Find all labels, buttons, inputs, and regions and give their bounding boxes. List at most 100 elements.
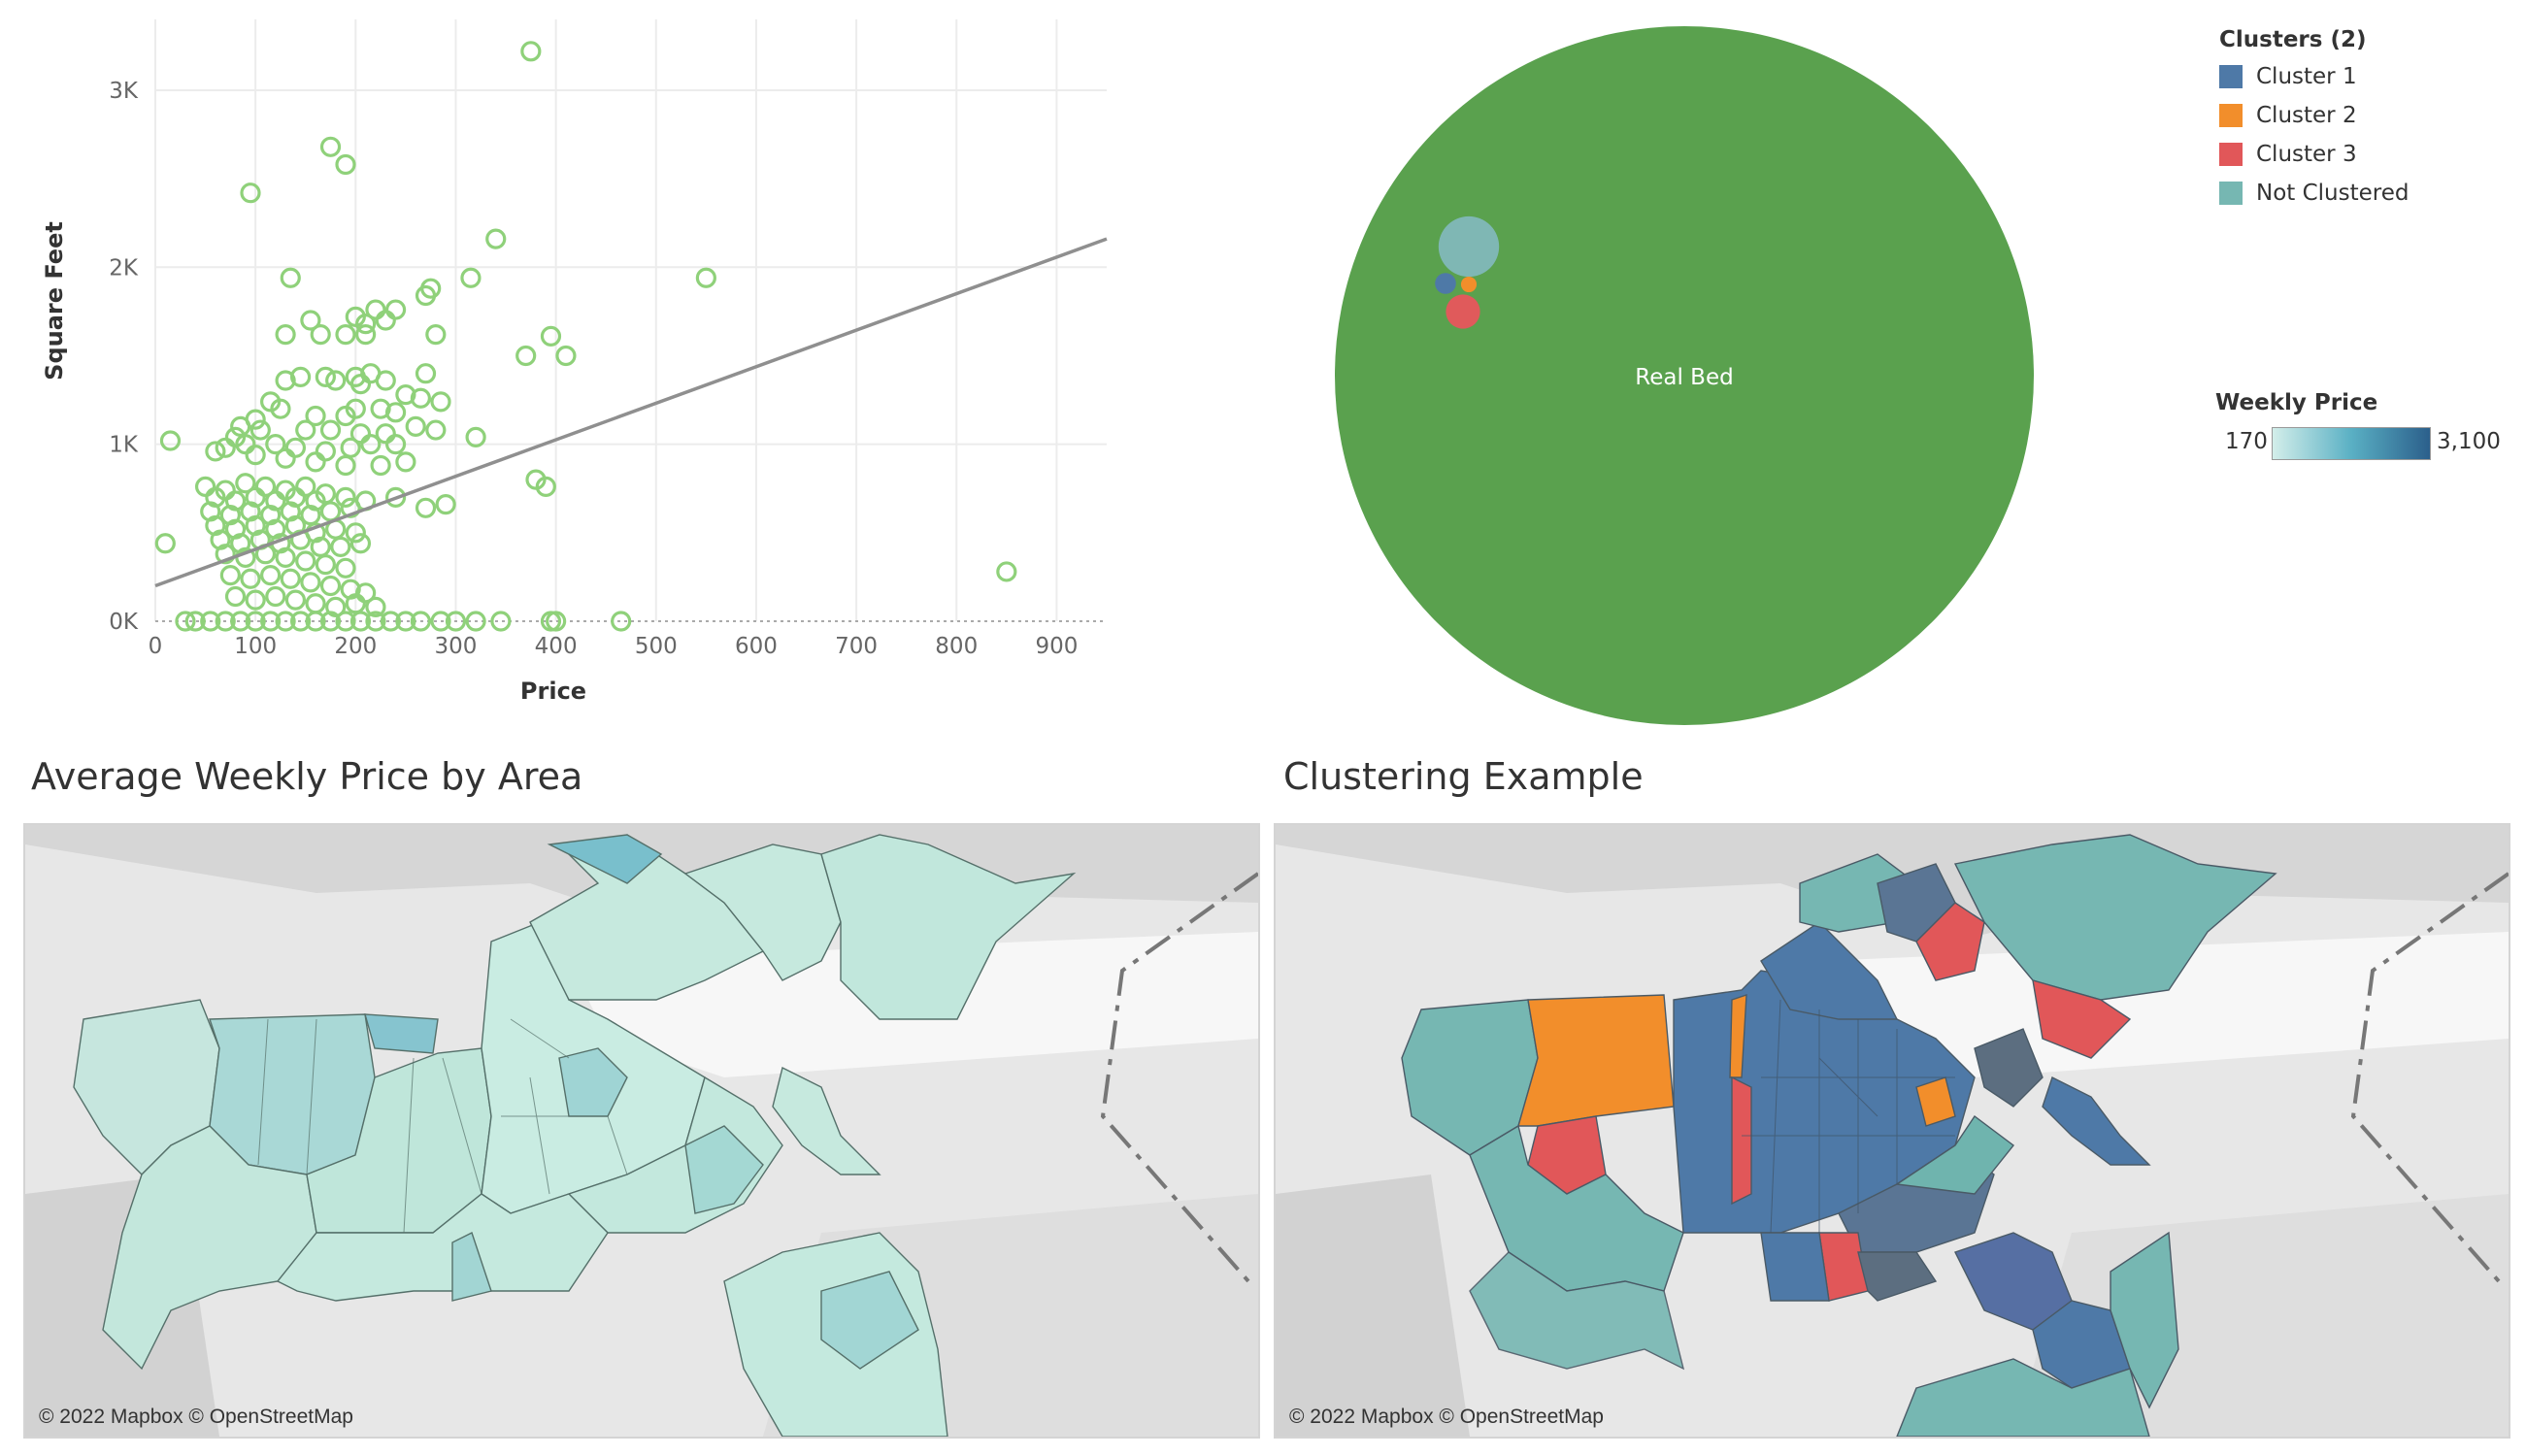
scatter-point — [355, 314, 377, 335]
region-cluster-2-centre[interactable] — [1729, 994, 1747, 1078]
region-north-cluster-3[interactable] — [1915, 902, 1985, 981]
scatter-point — [315, 554, 336, 576]
region-south[interactable] — [276, 1193, 609, 1302]
weekly-price-map[interactable]: © 2022 Mapbox © OpenStreetMap — [23, 823, 1260, 1439]
y-tick-label: 1K — [109, 433, 139, 458]
scatter-point — [349, 533, 372, 554]
region-north-east[interactable] — [820, 834, 1077, 1020]
weekly-price-legend-title: Weekly Price — [2215, 390, 2378, 415]
scatter-point — [230, 415, 251, 438]
scatter-point — [430, 391, 451, 413]
scatter-point — [319, 419, 342, 441]
scatter-point — [305, 611, 326, 632]
region-east-teal[interactable] — [1895, 1114, 2014, 1195]
clusters-legend: Clusters (2) Cluster 1 Cluster 2 Cluster… — [2219, 27, 2510, 221]
scatter-point — [300, 572, 321, 593]
x-tick-label: 600 — [735, 634, 778, 659]
boundary-line — [2350, 872, 2509, 1283]
legend-label: Cluster 3 — [2256, 142, 2357, 167]
clustering-map[interactable]: © 2022 Mapbox © OpenStreetMap — [1274, 823, 2510, 1439]
region-south-highlight[interactable] — [451, 1232, 492, 1302]
region-north-east[interactable] — [1953, 834, 2277, 1001]
region-grey-south[interactable] — [1857, 1251, 1938, 1302]
region-harbour-cluster-1[interactable] — [2042, 1076, 2151, 1166]
scatter-plot-svg: 0 100 200 300 400 500 600 700 800 900 0K 1K 2K 3K Pric… — [41, 19, 1108, 705]
scatter-point — [375, 370, 396, 391]
x-tick-label: 300 — [435, 634, 478, 659]
scatter-point — [365, 596, 386, 618]
scatter-point — [485, 228, 507, 249]
x-tick-label: 0 — [149, 634, 163, 659]
region-cluster-2-east[interactable] — [1915, 1076, 1956, 1127]
region-south-west-2[interactable] — [1469, 1251, 1685, 1371]
scatter-point — [335, 611, 356, 632]
scatter-point — [415, 363, 437, 384]
scatter-point — [175, 611, 196, 632]
scatter-chart: 0 100 200 300 400 500 600 700 800 900 0K 1K 2K 3K Pric… — [0, 0, 1126, 718]
scatter-point — [465, 611, 486, 632]
scatter-point — [546, 611, 567, 632]
scatter-point — [224, 585, 247, 608]
scatter-point — [305, 451, 326, 473]
region-east-highlight[interactable] — [684, 1125, 764, 1214]
y-tick-label: 2K — [109, 255, 139, 281]
scatter-point — [215, 437, 236, 458]
scatter-point — [415, 284, 437, 307]
scatter-point — [215, 611, 236, 632]
weekly-price-map-svg — [25, 825, 1258, 1437]
region-east-grey[interactable] — [1974, 1028, 2044, 1108]
scatter-point — [245, 444, 266, 466]
scatter-point — [375, 310, 396, 331]
scatter-point — [280, 568, 301, 589]
legend-item-cluster-1[interactable]: Cluster 1 — [2219, 60, 2357, 93]
scatter-point — [305, 593, 326, 614]
scatter-point — [360, 434, 382, 455]
region-south-east-highlight[interactable] — [820, 1271, 919, 1370]
region-highlight-west[interactable] — [364, 1013, 439, 1054]
legend-item-cluster-3[interactable]: Cluster 3 — [2219, 138, 2357, 171]
scatter-point — [611, 611, 632, 632]
scatter-point — [260, 564, 282, 586]
region-cluster-1-south[interactable] — [1760, 1232, 1830, 1302]
legend-label: Cluster 2 — [2256, 103, 2357, 128]
legend-swatch — [2219, 182, 2243, 205]
scatter-point — [275, 323, 296, 346]
weekly-price-min: 170 — [2225, 429, 2268, 454]
scatter-point — [270, 398, 291, 419]
map-title-weekly-price: Average Weekly Price by Area — [31, 755, 583, 798]
scatter-point — [410, 387, 431, 409]
scatter-point — [260, 611, 282, 632]
legend-item-cluster-2[interactable]: Cluster 2 — [2219, 99, 2357, 132]
region-cluster-3-centre[interactable] — [1731, 1075, 1752, 1206]
scatter-point — [219, 564, 241, 586]
scatter-point — [384, 486, 407, 508]
region-south-east-teal[interactable] — [2110, 1231, 2179, 1409]
scatter-point — [515, 345, 537, 367]
scatter-point — [355, 323, 377, 346]
region-north[interactable] — [683, 844, 842, 981]
scatter-point — [540, 325, 562, 347]
x-tick-label: 400 — [535, 634, 578, 659]
region-centre-highlight[interactable] — [558, 1047, 628, 1117]
region-south-east-bottom[interactable] — [1896, 1358, 2150, 1437]
scatter-point — [695, 267, 716, 288]
scatter-point — [384, 434, 407, 455]
region-north-top[interactable] — [547, 834, 663, 884]
trend-line — [154, 237, 1108, 588]
legend-swatch — [2219, 65, 2243, 88]
boundary-line — [1100, 872, 1258, 1283]
map-attribution: © 2022 Mapbox © OpenStreetMap — [1289, 1406, 1604, 1428]
scatter-point — [240, 568, 261, 589]
region-cluster-2-west[interactable] — [1517, 994, 1675, 1127]
map-regions — [73, 834, 1077, 1437]
scatter-point — [335, 153, 356, 176]
legend-item-not-clustered[interactable]: Not Clustered — [2219, 177, 2410, 210]
scatter-point — [555, 345, 577, 367]
legend-swatch — [2219, 104, 2243, 127]
legend-label: Cluster 1 — [2256, 64, 2357, 89]
region-east-cluster-3[interactable] — [2032, 979, 2132, 1059]
legend-label: Not Clustered — [2256, 181, 2410, 206]
scatter-point — [240, 182, 261, 204]
region-harbour-islands[interactable] — [772, 1066, 881, 1175]
scatter-point — [184, 611, 206, 632]
